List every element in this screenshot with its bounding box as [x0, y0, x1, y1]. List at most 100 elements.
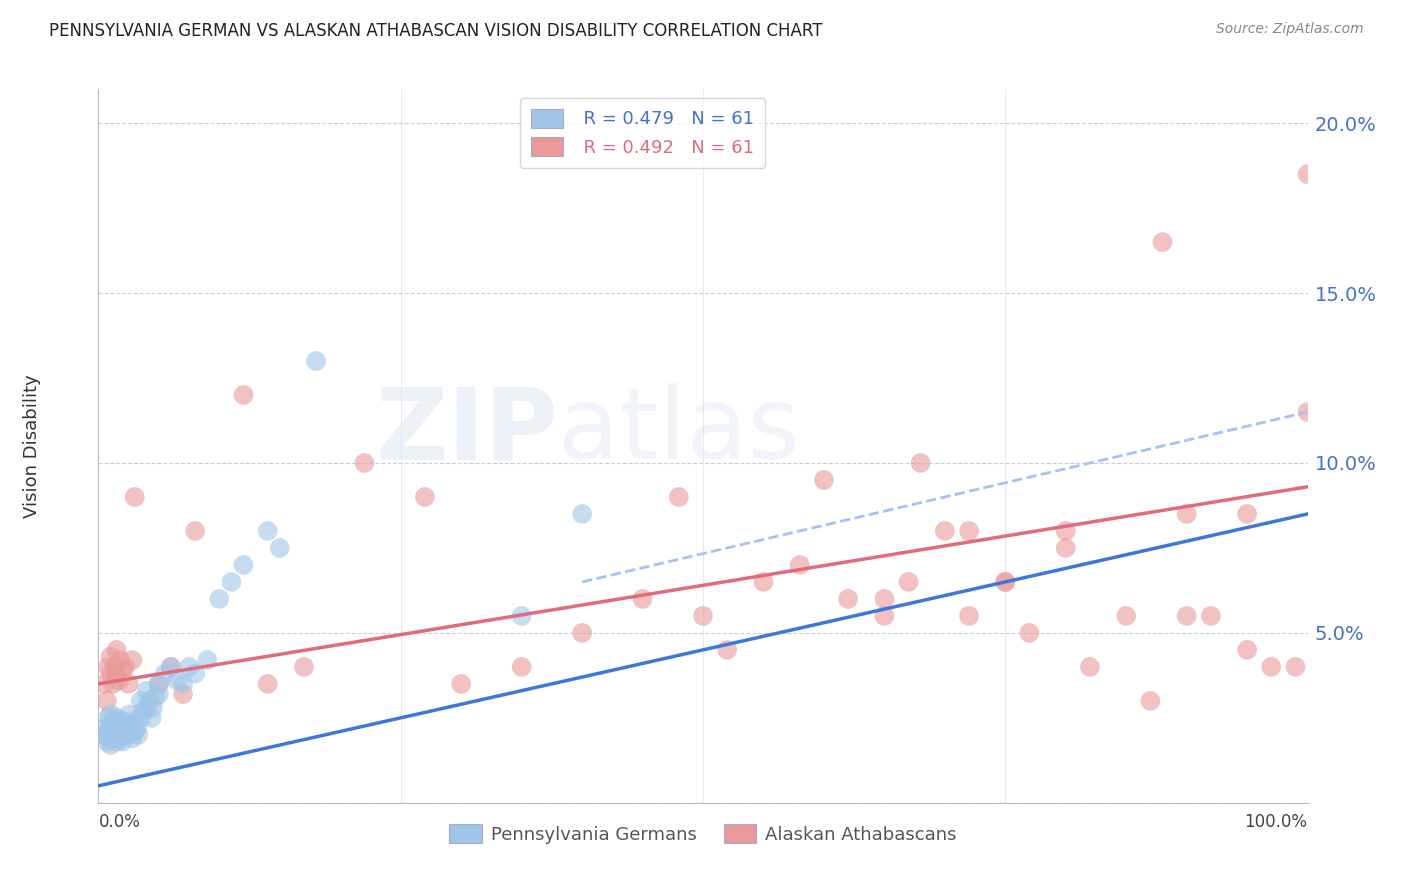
Point [910, 456, 932, 470]
Point [208, 591, 231, 606]
Point [195, 653, 218, 667]
Point [1296, 167, 1319, 181]
Point [837, 591, 859, 606]
Point [97, 731, 120, 746]
Point [305, 354, 328, 368]
Point [120, 717, 142, 731]
Point [668, 490, 690, 504]
Point [957, 524, 980, 538]
Point [93, 728, 115, 742]
Text: PENNSYLVANIA GERMAN VS ALASKAN ATHABASCAN VISION DISABILITY CORRELATION CHART: PENNSYLVANIA GERMAN VS ALASKAN ATHABASCA… [49, 22, 823, 40]
Point [129, 711, 152, 725]
Point [143, 690, 166, 705]
Point [118, 707, 141, 722]
Point [138, 694, 160, 708]
Point [142, 700, 165, 714]
Text: atlas: atlas [558, 384, 800, 480]
Point [96, 694, 118, 708]
Point [127, 721, 149, 735]
Point [100, 707, 122, 722]
Point [110, 728, 132, 742]
Point [172, 687, 194, 701]
Point [105, 734, 128, 748]
Point [957, 608, 980, 623]
Point [184, 666, 207, 681]
Text: 100.0%: 100.0% [1244, 813, 1308, 831]
Point [114, 721, 136, 735]
Text: 0.0%: 0.0% [98, 813, 141, 831]
Point [121, 731, 143, 746]
Point [118, 677, 141, 691]
Point [256, 677, 278, 691]
Point [108, 673, 131, 688]
Point [108, 731, 131, 746]
Point [1139, 694, 1161, 708]
Point [111, 714, 134, 729]
Point [135, 683, 157, 698]
Point [97, 711, 120, 725]
Point [103, 714, 125, 729]
Point [124, 714, 146, 729]
Point [752, 574, 775, 589]
Point [103, 731, 125, 746]
Point [897, 574, 920, 589]
Text: Vision Disability: Vision Disability [22, 374, 41, 518]
Point [108, 721, 131, 735]
Point [105, 643, 128, 657]
Point [1115, 608, 1137, 623]
Point [160, 660, 183, 674]
Point [148, 687, 170, 701]
Point [353, 456, 375, 470]
Point [114, 728, 136, 742]
Point [450, 677, 472, 691]
Point [1054, 541, 1077, 555]
Point [510, 608, 533, 623]
Point [100, 717, 122, 731]
Point [789, 558, 811, 572]
Point [103, 660, 125, 674]
Point [118, 728, 141, 742]
Point [631, 591, 654, 606]
Point [100, 649, 122, 664]
Point [100, 738, 122, 752]
Point [135, 700, 157, 714]
Point [716, 643, 738, 657]
Point [107, 724, 129, 739]
Point [1199, 608, 1222, 623]
Point [141, 711, 163, 725]
Legend: Pennsylvania Germans, Alaskan Athabascans: Pennsylvania Germans, Alaskan Athabascan… [441, 817, 965, 851]
Point [269, 541, 291, 555]
Point [105, 666, 128, 681]
Point [510, 660, 533, 674]
Point [124, 724, 146, 739]
Point [571, 507, 593, 521]
Point [873, 608, 896, 623]
Point [101, 717, 124, 731]
Point [148, 677, 170, 691]
Point [292, 660, 315, 674]
Point [413, 490, 436, 504]
Point [101, 677, 124, 691]
Point [232, 388, 254, 402]
Point [1018, 626, 1040, 640]
Point [571, 626, 593, 640]
Point [1054, 524, 1077, 538]
Point [127, 728, 149, 742]
Point [934, 524, 956, 538]
Point [153, 666, 176, 681]
Point [1078, 660, 1101, 674]
Point [1284, 660, 1306, 674]
Point [1152, 235, 1174, 249]
Point [692, 608, 714, 623]
Point [111, 663, 134, 677]
Point [256, 524, 278, 538]
Point [1236, 507, 1258, 521]
Point [97, 660, 120, 674]
Point [1175, 507, 1198, 521]
Point [1260, 660, 1282, 674]
Point [111, 734, 134, 748]
Text: Source: ZipAtlas.com: Source: ZipAtlas.com [1216, 22, 1364, 37]
Point [96, 734, 118, 748]
Point [101, 724, 124, 739]
Point [121, 653, 143, 667]
